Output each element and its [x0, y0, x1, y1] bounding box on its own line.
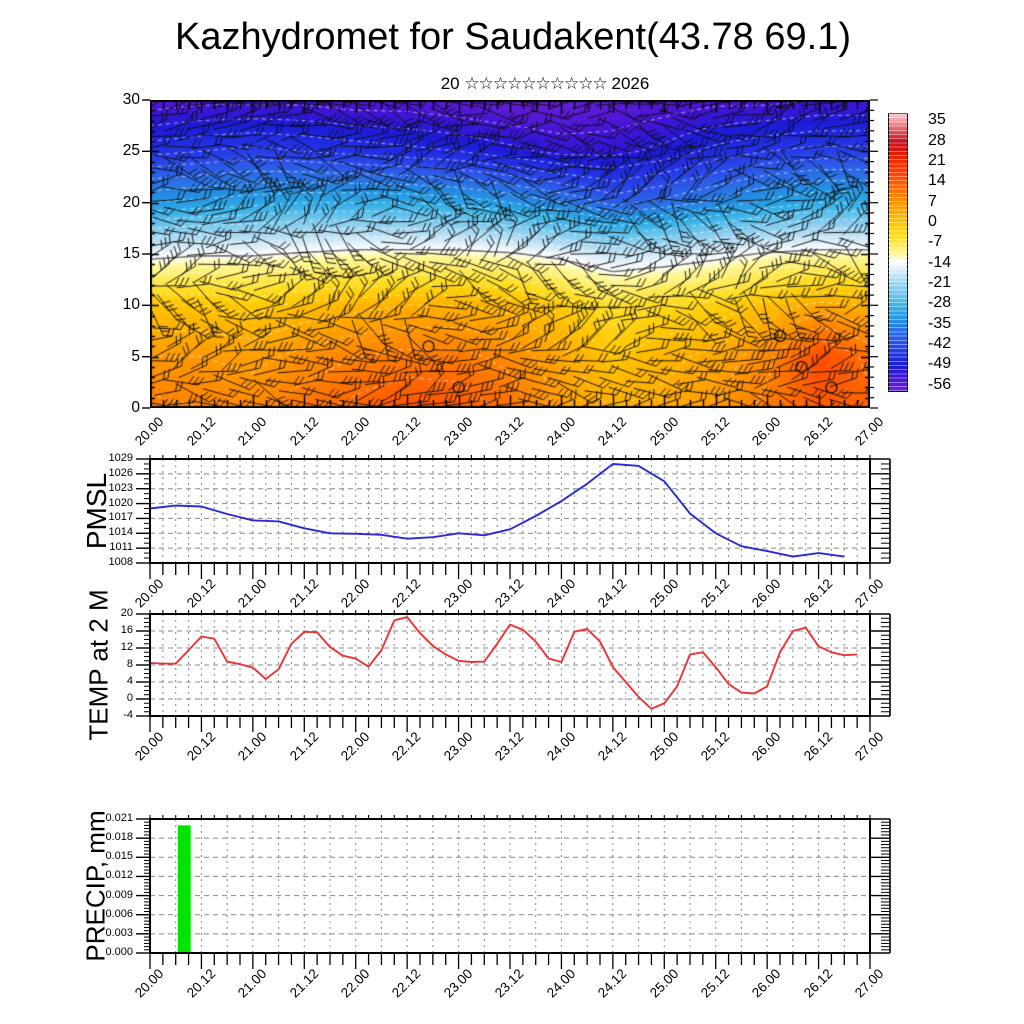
x-tick-label: 20.00 — [132, 414, 167, 449]
colorbar-tick-label: 0 — [928, 212, 937, 230]
y-tick-label: 12 — [120, 641, 133, 653]
colorbar-tick-label: -21 — [928, 274, 952, 292]
colorbar-tick-label: -7 — [928, 233, 943, 251]
y-tick-label: 1026 — [108, 466, 133, 479]
y-tick-label: 20 — [122, 193, 140, 211]
y-tick-label: 16 — [120, 624, 133, 636]
y-tick-label: 0.009 — [105, 888, 133, 901]
y-tick-label: 0 — [131, 399, 140, 416]
x-tick-label: 24.12 — [594, 414, 630, 449]
y-tick-label: 5 — [131, 347, 140, 365]
subtitle-day: 20 — [440, 74, 460, 93]
colorbar-tick-label: -14 — [928, 253, 952, 271]
y-tick-label: 10 — [122, 296, 140, 314]
y-tick-label: 1014 — [108, 526, 133, 539]
y-tick-label: 0.012 — [105, 869, 133, 882]
colorbar-tick-label: 35 — [928, 111, 946, 129]
y-tick-label: 0.003 — [105, 926, 133, 939]
colorbar-tick-label: 14 — [928, 172, 946, 190]
y-tick-label: 0.021 — [105, 812, 133, 824]
y-tick-label: 1008 — [108, 556, 133, 568]
y-tick-label: 0.000 — [105, 946, 133, 958]
y-tick-label: 0.015 — [105, 850, 133, 863]
x-tick-label: 22.12 — [389, 414, 424, 449]
temperature-height-section-chart — [150, 100, 870, 408]
x-tick-label: 25.00 — [646, 414, 681, 449]
subtitle-year: 2026 — [611, 74, 650, 93]
y-tick-label: 20 — [120, 607, 133, 619]
x-tick-label: 21.00 — [234, 414, 270, 449]
y-tick-label: 8 — [126, 658, 133, 670]
x-tick-label: 26.12 — [800, 414, 836, 449]
x-tick-label: 20.00 — [132, 729, 167, 764]
y-tick-label: 30 — [122, 91, 140, 108]
temp-2m-chart — [136, 610, 891, 732]
y-tick-label: 1023 — [108, 481, 133, 494]
x-tick-label: 23.00 — [440, 414, 476, 449]
y-tick-label: -4 — [123, 709, 133, 721]
y-tick-label: 1017 — [108, 511, 133, 524]
y-tick-label: 1020 — [108, 496, 133, 509]
colorbar-tick-label: 7 — [928, 192, 937, 210]
x-tick-label: 21.12 — [286, 414, 321, 449]
y-tick-label: 0.018 — [105, 831, 133, 844]
pmsl-chart — [136, 455, 891, 579]
y-tick-label: 1011 — [109, 541, 133, 554]
y-tick-label: 15 — [122, 245, 140, 262]
y-tick-label: 25 — [122, 142, 140, 160]
y-tick-label: 1029 — [108, 452, 133, 464]
x-tick-label: 24.00 — [543, 414, 579, 449]
precip-chart — [136, 815, 891, 969]
x-tick-label: 22.00 — [337, 414, 373, 449]
y-tick-label: 0 — [126, 692, 133, 704]
colorbar-tick-label: -28 — [928, 294, 952, 312]
x-tick-label: 20.00 — [132, 966, 167, 1001]
x-tick-label: 20.12 — [183, 414, 219, 449]
colorbar-tick-label: -56 — [928, 375, 952, 393]
x-tick-label: 20.00 — [132, 576, 167, 611]
colorbar-tick-label: -49 — [928, 355, 952, 373]
colorbar-tick-label: 28 — [928, 131, 946, 149]
colorbar-tick-label: -42 — [928, 335, 952, 353]
x-tick-label: 27.00 — [852, 414, 887, 449]
x-tick-label: 25.12 — [697, 414, 733, 449]
colorbar-stripes — [888, 113, 908, 392]
page-title: Kazhydromet for Saudakent(43.78 69.1) — [175, 16, 851, 58]
colorbar-tick-label: -35 — [928, 314, 952, 332]
x-tick-label: 26.00 — [749, 414, 784, 449]
y-tick-label: 0.006 — [105, 907, 133, 920]
colorbar-tick-label: 21 — [928, 151, 946, 169]
y-tick-label: 4 — [126, 675, 133, 687]
subtitle-month-glyphs: ☆☆☆☆☆☆☆☆☆☆ — [464, 74, 607, 93]
temperature-colorbar — [888, 113, 908, 392]
x-tick-label: 23.12 — [492, 414, 527, 449]
date-subtitle: 20 ☆☆☆☆☆☆☆☆☆☆ 2026 — [441, 74, 650, 94]
